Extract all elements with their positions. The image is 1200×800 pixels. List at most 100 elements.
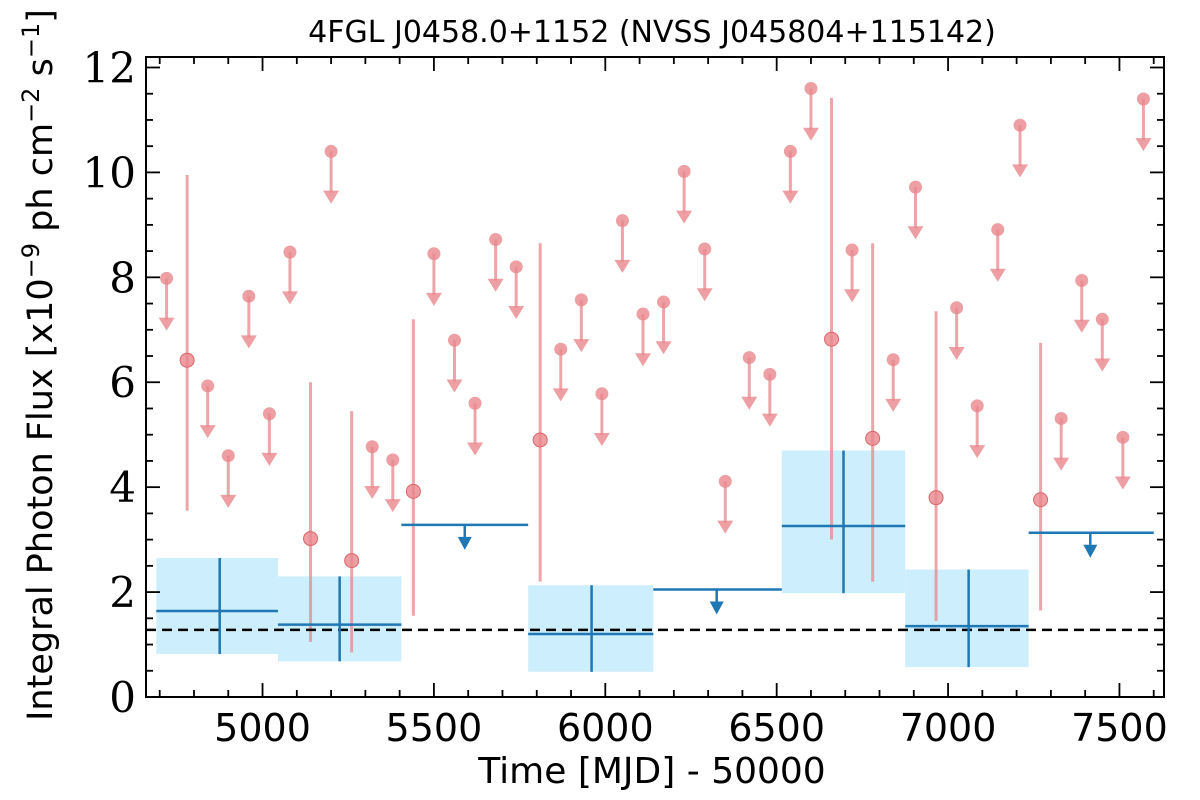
short-bin-ul-arrow-11 — [446, 379, 463, 393]
short-bin-ul-arrow-16 — [573, 339, 590, 353]
short-bin-ul-point-28 — [845, 243, 859, 257]
short-bin-ul-point-16 — [574, 293, 588, 307]
short-bin-ul-arrow-20 — [655, 341, 672, 355]
short-bin-ul-arrow-10 — [425, 292, 442, 306]
short-bin-point-9 — [1033, 492, 1049, 508]
short-bin-ul-point-5 — [262, 407, 276, 421]
short-bin-point-1 — [179, 352, 195, 368]
short-bin-ul-arrow-1 — [158, 317, 175, 331]
short-bin-ul-point-26 — [783, 144, 797, 158]
short-bin-ul-arrow-39 — [1135, 138, 1152, 152]
short-bin-ul-point-12 — [468, 396, 482, 410]
short-bin-ul-point-17 — [595, 387, 609, 401]
short-bin-ul-arrow-22 — [696, 288, 713, 302]
short-bin-ul-arrow-7 — [323, 190, 340, 204]
short-bin-ul-arrow-15 — [552, 388, 569, 402]
short-bin-ul-arrow-3 — [220, 494, 237, 508]
long-bin-band-5 — [905, 569, 1029, 668]
x-tick-label: 6500 — [728, 706, 825, 750]
long-bin-ul-arrow-1 — [457, 536, 472, 550]
short-bin-ul-point-29 — [886, 353, 900, 367]
short-bin-ul-arrow-32 — [969, 445, 986, 459]
short-bin-point-7 — [865, 430, 881, 446]
short-bin-ul-point-9 — [386, 453, 400, 467]
short-bin-ul-point-23 — [718, 474, 732, 488]
short-bin-ul-arrow-2 — [199, 425, 216, 439]
chart-title: 4FGL J0458.0+1152 (NVSS J045804+115142) — [308, 15, 996, 50]
y-axis-label: Integral Photon Flux [x10−9 ph cm−2 s−1] — [17, 9, 61, 721]
short-bin-ul-point-33 — [991, 223, 1005, 237]
short-bin-ul-point-8 — [365, 440, 379, 454]
short-bin-ul-arrow-14 — [508, 306, 525, 320]
short-bin-ul-arrow-19 — [635, 353, 652, 367]
short-bin-ul-arrow-18 — [614, 259, 631, 273]
short-bin-ul-point-30 — [908, 180, 922, 194]
short-bin-ul-arrow-31 — [948, 346, 965, 360]
short-bin-ul-arrow-27 — [802, 127, 819, 141]
short-bin-ul-point-20 — [657, 295, 671, 309]
short-bin-ul-arrow-33 — [989, 268, 1006, 282]
y-axis-label-exp-2: −2 — [17, 88, 45, 123]
short-bin-ul-arrow-21 — [676, 210, 693, 224]
short-bin-ul-arrow-17 — [593, 433, 610, 446]
short-bin-point-6 — [824, 331, 840, 347]
short-bin-ul-point-6 — [283, 245, 297, 259]
x-tick-label: 7000 — [900, 706, 997, 750]
y-axis-label-exp-1: −9 — [17, 243, 45, 278]
short-bin-ul-arrow-13 — [487, 278, 504, 292]
axis-ticks: 5000 5500 6000 6500 7000 7500 0 2 4 6 8 10 12 — [83, 43, 1168, 750]
y-tick-label: 10 — [83, 148, 136, 197]
y-axis-label-mid-2: s — [21, 58, 61, 87]
short-bin-ul-arrow-4 — [240, 335, 257, 349]
y-tick-label: 12 — [83, 43, 136, 92]
short-bin-ul-arrow-36 — [1073, 319, 1090, 333]
x-tick-label: 6000 — [557, 706, 654, 750]
short-bin-ul-arrow-8 — [364, 485, 381, 499]
short-bin-ul-point-15 — [554, 342, 568, 356]
short-bin-point-8 — [928, 490, 944, 506]
x-tick-label: 5000 — [214, 706, 311, 750]
short-bin-ul-point-1 — [160, 271, 174, 285]
short-bin-point-3 — [344, 553, 360, 569]
short-bin-ul-point-31 — [950, 301, 964, 315]
y-axis-label-exp-3: −1 — [17, 23, 45, 58]
short-bin-ul-point-39 — [1136, 92, 1150, 106]
short-bin-ul-arrow-12 — [467, 442, 484, 456]
short-bin-ul-arrow-23 — [717, 520, 734, 534]
short-bin-ul-point-10 — [427, 247, 441, 261]
y-tick-label: 8 — [109, 253, 136, 302]
short-bin-ul-point-11 — [447, 333, 461, 347]
y-tick-label: 2 — [109, 568, 136, 617]
short-bin-ul-arrow-24 — [741, 396, 758, 410]
short-bin-ul-arrow-6 — [281, 291, 298, 305]
long-bin-ul-arrow-3 — [1083, 544, 1098, 558]
x-tick-label: 7500 — [1071, 706, 1168, 750]
y-axis-label-mid: ph cm — [21, 123, 61, 243]
short-bin-ul-point-14 — [509, 260, 523, 274]
short-bin-ul-point-7 — [324, 144, 338, 158]
short-bin-ul-arrow-35 — [1053, 457, 1070, 471]
short-bin-ul-arrow-25 — [761, 413, 778, 427]
short-bin-ul-point-19 — [636, 307, 650, 321]
short-bin-ul-point-24 — [742, 351, 756, 365]
plot-area: 5000 5500 6000 6500 7000 7500 0 2 4 6 8 10 12 — [83, 43, 1168, 750]
short-bin-ul-point-38 — [1116, 430, 1130, 444]
short-bin-point-5 — [532, 432, 548, 448]
short-bin-point-4 — [405, 483, 421, 499]
short-bin-point-2 — [303, 531, 319, 547]
long-bin-ul-arrow-2 — [709, 601, 724, 615]
short-bin-ul-arrow-29 — [885, 398, 902, 412]
short-bin-ul-arrow-5 — [261, 452, 278, 466]
short-bin-ul-point-3 — [221, 449, 235, 463]
short-bin-ul-point-36 — [1075, 273, 1089, 287]
short-bin-ul-point-22 — [698, 242, 712, 256]
short-bin-ul-point-21 — [677, 164, 691, 178]
short-bin-ul-arrow-38 — [1114, 476, 1131, 490]
short-bin-ul-point-34 — [1013, 118, 1027, 132]
short-bin-ul-arrow-26 — [782, 190, 799, 204]
short-bin-ul-point-2 — [201, 379, 215, 393]
short-bin-ul-point-37 — [1095, 312, 1109, 326]
y-tick-label: 4 — [109, 463, 136, 512]
data-layer — [146, 81, 1164, 672]
